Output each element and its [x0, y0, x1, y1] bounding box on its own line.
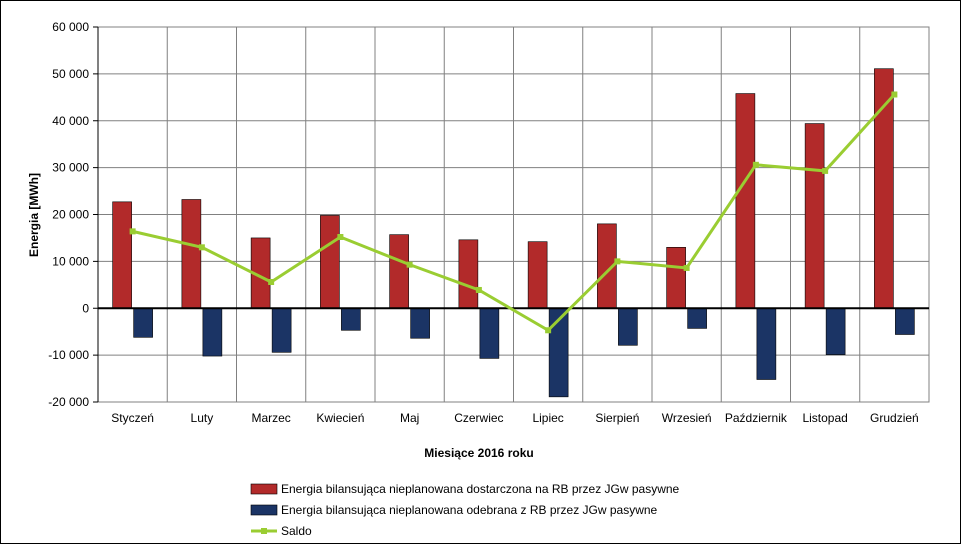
grid-layer [97, 26, 930, 403]
saldo-marker [891, 91, 898, 98]
x-tick-label: Grudzień [870, 411, 919, 425]
bar-received [133, 307, 153, 338]
x-axis-title: Miesiące 2016 roku [424, 446, 533, 460]
y-tick-labels: 60 000 50 000 40 000 30 000 20 000 10 000 0 -10… [48, 20, 89, 409]
x-tick-label: Kwiecień [316, 411, 364, 425]
saldo-marker [545, 327, 552, 334]
y-tick-label: -20 000 [48, 395, 89, 409]
bar-supplied [389, 234, 409, 309]
saldo-marker [475, 286, 482, 293]
saldo-marker [406, 261, 413, 268]
bar-received [756, 307, 777, 380]
y-axis-title: Energia [MWh] [27, 173, 41, 257]
x-tick-label: Czerwiec [454, 411, 503, 425]
bar-received [341, 307, 361, 331]
x-tick-label: Listopad [802, 411, 847, 425]
saldo-marker [198, 244, 205, 251]
y-tick-label: 50 000 [52, 67, 89, 81]
y-tick-label: 10 000 [52, 254, 89, 268]
legend-label-supplied: Energia bilansująca nieplanowana dostarc… [281, 482, 680, 496]
x-tick-label: Marzec [251, 411, 290, 425]
bar-received [687, 307, 707, 329]
legend-swatch-received [250, 504, 278, 516]
bar-supplied [527, 241, 548, 309]
bar-supplied [320, 215, 340, 309]
bar-supplied [112, 201, 132, 309]
x-tick-labels: Styczeń Luty Marzec Kwiecień Maj Czerwiec Lipi… [111, 411, 918, 425]
x-tick-label: Styczeń [111, 411, 154, 425]
saldo-marker [614, 258, 621, 265]
bar-supplied [735, 93, 756, 309]
bar-received [271, 307, 292, 353]
bar-supplied [458, 239, 479, 309]
bar-received [202, 307, 223, 357]
y-tick-label: 60 000 [52, 20, 89, 34]
axis-layer [93, 26, 929, 403]
bar-received [825, 307, 846, 355]
saldo-marker [268, 279, 275, 285]
saldo-line [132, 93, 896, 333]
x-tick-label: Lipiec [532, 411, 563, 425]
legend: Energia bilansująca nieplanowana dostarc… [250, 482, 680, 538]
saldo-marker [129, 228, 136, 235]
x-tick-label: Maj [400, 411, 419, 425]
legend-label-saldo: Saldo [281, 524, 312, 538]
saldo-marker [337, 234, 344, 240]
bar-supplied [804, 123, 825, 309]
y-tick-label: -10 000 [48, 348, 89, 362]
legend-label-received: Energia bilansująca nieplanowana odebran… [281, 503, 658, 517]
saldo-marker [752, 161, 759, 168]
y-tick-label: 40 000 [52, 114, 89, 128]
x-tick-label: Wrzesień [662, 411, 712, 425]
bar-supplied [181, 199, 202, 309]
bars-layer [112, 68, 915, 398]
legend-swatch-supplied [250, 483, 278, 495]
x-tick-label: Luty [191, 411, 214, 425]
y-tick-label: 20 000 [52, 208, 89, 222]
y-tick-label: 30 000 [52, 161, 89, 175]
saldo-marker [822, 167, 829, 174]
bar-received [618, 307, 638, 346]
saldo-marker [683, 264, 690, 271]
bar-received [479, 307, 500, 359]
legend-marker-saldo [261, 528, 267, 534]
bar-received [895, 307, 915, 335]
bar-received [410, 307, 430, 339]
x-tick-label: Sierpień [595, 411, 639, 425]
x-tick-label: Październik [725, 411, 788, 425]
y-tick-label: 0 [82, 301, 89, 315]
line-layer [129, 91, 898, 334]
bar-supplied [666, 247, 686, 309]
